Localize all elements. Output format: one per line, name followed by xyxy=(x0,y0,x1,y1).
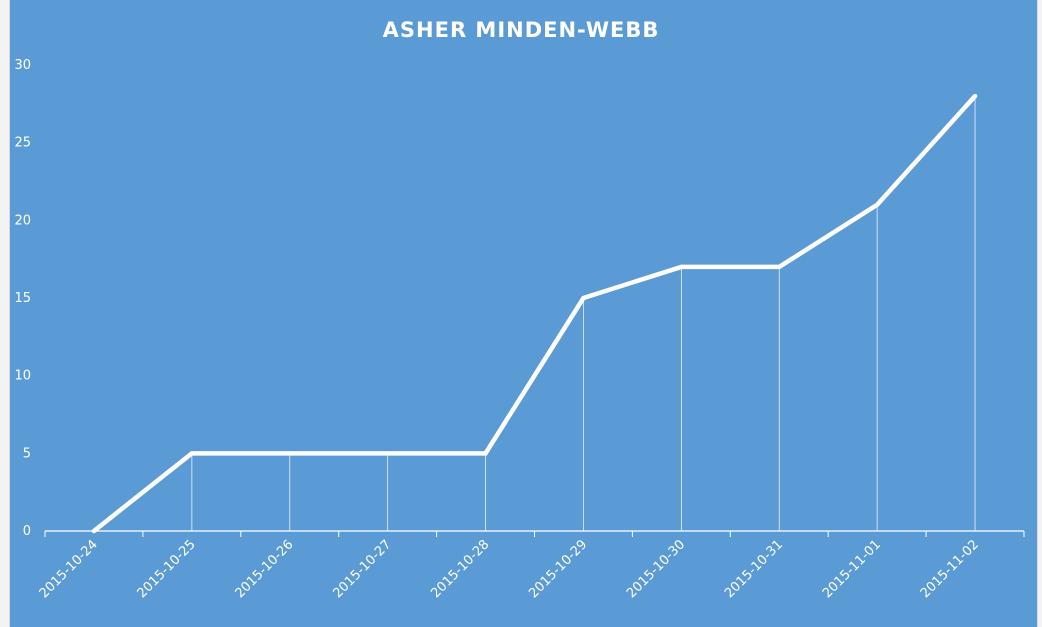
x-tick-label: 2015-11-01 xyxy=(820,537,884,601)
x-tick-label: 2015-10-31 xyxy=(722,537,786,601)
x-tick-label: 2015-10-29 xyxy=(526,537,590,601)
data-point xyxy=(777,265,781,269)
data-point xyxy=(973,94,977,98)
data-point xyxy=(875,203,879,207)
x-tick-label: 2015-10-24 xyxy=(37,537,101,601)
y-tick-label: 25 xyxy=(14,136,31,151)
x-tick-label: 2015-10-26 xyxy=(233,537,297,601)
series-line xyxy=(94,96,975,531)
y-tick-label: 5 xyxy=(23,446,31,461)
y-tick-label: 15 xyxy=(14,291,31,306)
data-point xyxy=(484,451,488,455)
data-point xyxy=(288,451,292,455)
data-point xyxy=(92,529,96,533)
y-tick-label: 30 xyxy=(14,58,31,73)
x-tick-label: 2015-10-27 xyxy=(330,537,394,601)
data-point xyxy=(679,265,683,269)
x-tick-label: 2015-11-02 xyxy=(918,537,982,601)
y-tick-label: 10 xyxy=(14,369,31,384)
x-tick-label: 2015-10-30 xyxy=(624,537,688,601)
y-tick-label: 0 xyxy=(23,524,31,539)
x-tick-label: 2015-10-25 xyxy=(135,537,199,601)
x-tick-label: 2015-10-28 xyxy=(428,537,492,601)
data-point xyxy=(386,451,390,455)
y-tick-label: 20 xyxy=(14,213,31,228)
data-point xyxy=(581,296,585,300)
data-point xyxy=(190,451,194,455)
